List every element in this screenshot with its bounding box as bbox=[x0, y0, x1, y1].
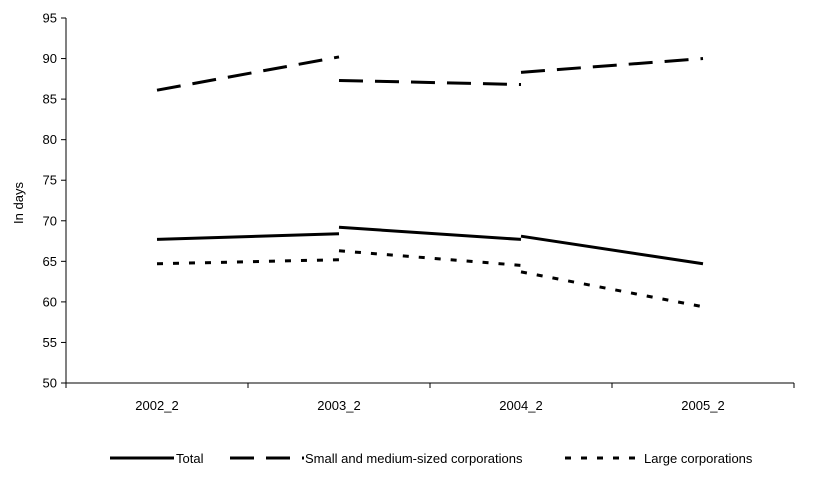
y-tick-label: 80 bbox=[43, 132, 57, 147]
y-tick-label: 95 bbox=[43, 11, 57, 26]
y-tick-label: 60 bbox=[43, 294, 57, 309]
y-axis-title: In days bbox=[11, 182, 26, 224]
series-small-and-medium-sized-corporations bbox=[156, 55, 704, 92]
series-line-segment bbox=[520, 270, 704, 309]
series-lines bbox=[156, 55, 704, 309]
legend-label: Small and medium-sized corporations bbox=[305, 451, 523, 466]
series-line-segment bbox=[338, 225, 522, 241]
series-total bbox=[156, 225, 704, 266]
y-tick-label: 85 bbox=[43, 92, 57, 107]
series-large-corporations bbox=[156, 249, 704, 309]
x-tick-label: 2004_2 bbox=[499, 398, 542, 413]
series-line-segment bbox=[156, 258, 340, 266]
y-tick-label: 55 bbox=[43, 335, 57, 350]
series-line-segment bbox=[338, 249, 522, 267]
legend-label: Total bbox=[176, 451, 204, 466]
y-ticks: 50 55 60 65 70 75 80 85 90 95 bbox=[43, 11, 66, 391]
y-tick-label: 75 bbox=[43, 173, 57, 188]
series-line-segment bbox=[338, 78, 522, 87]
series-line-segment bbox=[520, 57, 704, 74]
y-tick-label: 90 bbox=[43, 51, 57, 66]
series-line-segment bbox=[156, 232, 340, 241]
series-line-segment bbox=[156, 55, 340, 92]
legend-label: Large corporations bbox=[644, 451, 753, 466]
series-line-segment bbox=[520, 234, 704, 266]
legend: Total Small and medium-sized corporations… bbox=[110, 451, 753, 466]
y-tick-label: 50 bbox=[43, 376, 57, 391]
y-tick-label: 65 bbox=[43, 254, 57, 269]
x-tick-label: 2002_2 bbox=[135, 398, 178, 413]
x-ticks: 2002_2 2003_2 2004_2 2005_2 bbox=[65, 383, 795, 413]
x-tick-label: 2003_2 bbox=[317, 398, 360, 413]
y-tick-label: 70 bbox=[43, 213, 57, 228]
x-tick-label: 2005_2 bbox=[681, 398, 724, 413]
axes bbox=[65, 18, 794, 384]
